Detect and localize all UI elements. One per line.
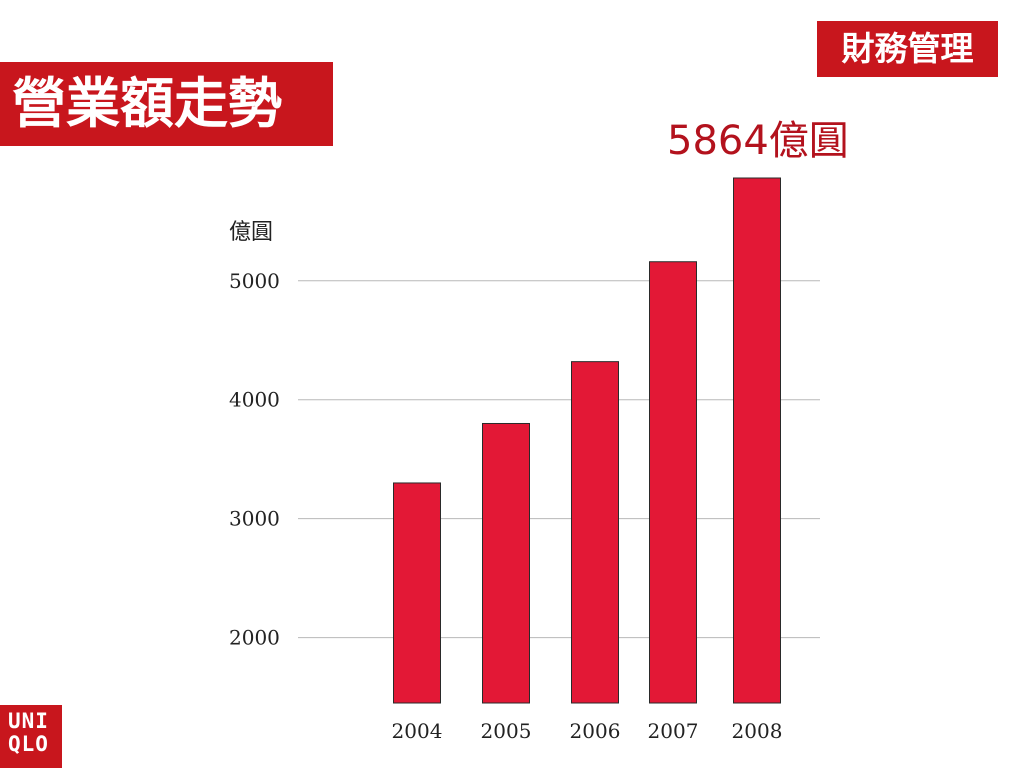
x-tick-label-2007: 2007 [648,719,699,743]
y-tick-label-3000: 3000 [229,507,280,531]
highlight-value: 5864億圓 [667,118,849,164]
bar-2007 [649,261,697,704]
section-badge: 財務管理 [817,21,998,77]
x-tick-label-2006: 2006 [570,719,621,743]
bar-2008 [733,177,781,704]
x-tick-label-2008: 2008 [732,719,783,743]
x-tick-label-2004: 2004 [392,719,443,743]
y-axis-unit-label: 億圓 [229,220,273,245]
bar-2006 [571,361,619,704]
bar-2004 [393,482,441,704]
page-title: 營業額走勢 [0,62,333,146]
bars [393,177,781,704]
bar-2005 [482,422,530,704]
y-tick-label-5000: 5000 [229,269,280,293]
y-tick-labels: 2000 3000 4000 5000 [229,269,280,650]
logo-line-2: QLO [8,732,49,756]
y-tick-label-2000: 2000 [229,626,280,650]
uniqlo-logo: UNI QLO [0,705,62,768]
logo-line-1: UNI [8,709,49,733]
x-tick-labels: 2004 2005 2006 2007 2008 [392,719,783,743]
y-tick-label-4000: 4000 [229,388,280,412]
x-tick-label-2005: 2005 [481,719,532,743]
